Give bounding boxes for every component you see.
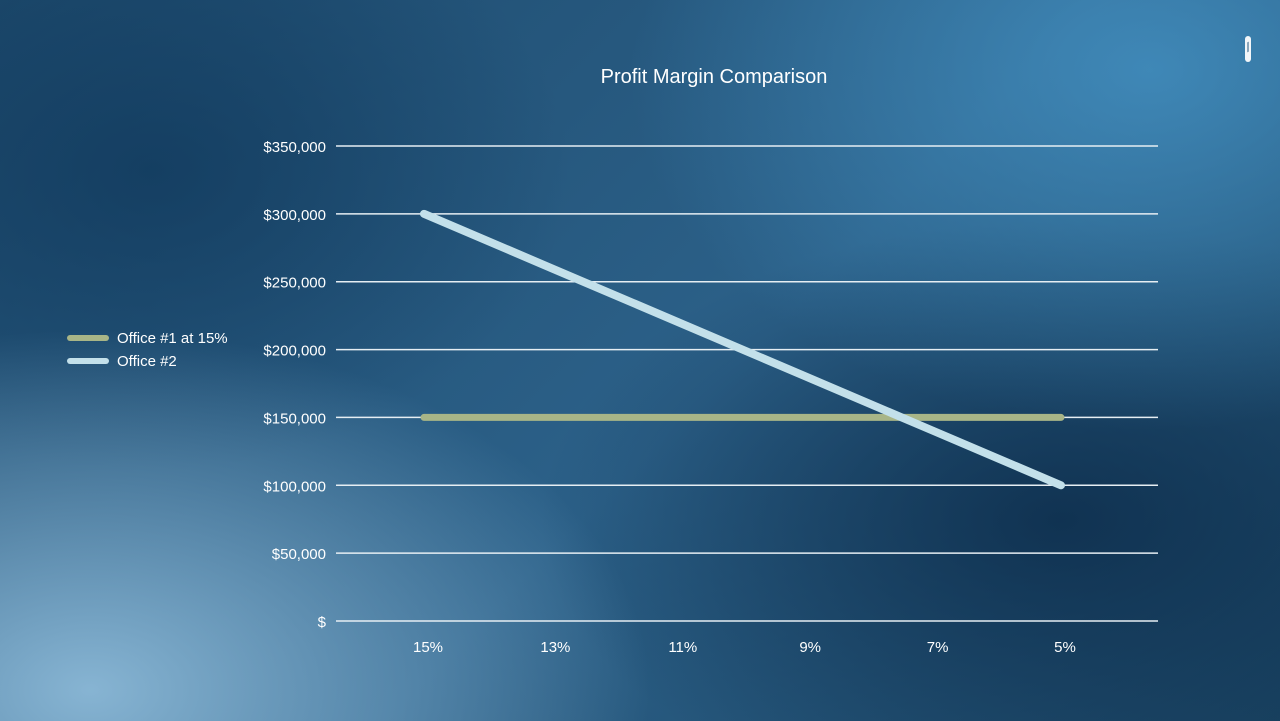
legend-label: Office #1 at 15% [117, 330, 228, 347]
x-tick-label: 7% [927, 639, 949, 656]
legend-label: Office #2 [117, 353, 177, 370]
y-tick-label: $200,000 [263, 343, 326, 360]
y-tick-label: $ [318, 614, 327, 631]
pen-icon[interactable] [1245, 36, 1251, 62]
x-tick-label: 13% [540, 639, 570, 656]
y-tick-label: $150,000 [263, 410, 326, 427]
x-tick-label: 11% [668, 639, 697, 656]
y-tick-label: $250,000 [263, 275, 326, 292]
y-tick-label: $50,000 [272, 546, 326, 563]
y-axis-tick-labels: $ $50,000 $100,000 $150,000 $200,000 $250,000… [263, 139, 326, 631]
y-tick-label: $300,000 [263, 207, 326, 224]
y-tick-label: $100,000 [263, 478, 326, 495]
series-lines [420, 209, 1065, 490]
x-tick-label: 9% [799, 639, 821, 656]
chart-title: Profit Margin Comparison [601, 66, 828, 88]
y-tick-label: $350,000 [263, 139, 326, 156]
gridlines [336, 145, 1158, 622]
x-tick-label: 5% [1054, 639, 1076, 656]
legend: Office #1 at 15% Office #2 [67, 330, 228, 370]
x-tick-label: 15% [413, 639, 443, 656]
x-axis-tick-labels: 15% 13% 11% 9% 7% 5% [413, 639, 1076, 656]
series-line-2 [420, 209, 1065, 490]
